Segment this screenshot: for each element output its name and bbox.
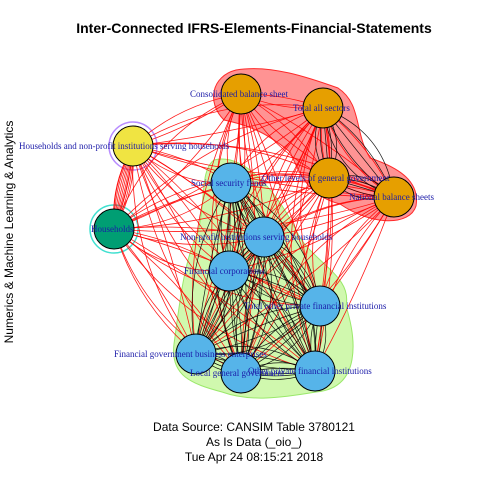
edge-red bbox=[192, 93, 242, 355]
edge-red bbox=[240, 93, 321, 307]
edge-red bbox=[132, 145, 316, 372]
edge-red bbox=[132, 145, 321, 307]
node-label-tas: Total all sectors bbox=[293, 103, 350, 113]
edge-red bbox=[113, 228, 316, 372]
edge-red bbox=[113, 228, 321, 307]
edge-red bbox=[240, 177, 330, 374]
edge-red bbox=[211, 93, 242, 374]
edge-red bbox=[113, 93, 242, 230]
caption-timestamp: Tue Apr 24 08:15:21 2018 bbox=[184, 450, 324, 464]
node-labels: Consolidated balance sheet Total all sect… bbox=[19, 89, 434, 378]
edge-red bbox=[132, 143, 395, 198]
node-label-hh: Households bbox=[91, 224, 134, 234]
edge-red bbox=[314, 196, 395, 372]
node-olg bbox=[308, 157, 350, 199]
node-top bbox=[299, 285, 341, 327]
edge-black bbox=[230, 182, 316, 372]
caption-source: Data Source: CANSIM Table 3780121 bbox=[153, 420, 355, 434]
edge-black bbox=[230, 182, 316, 372]
edge-red bbox=[314, 196, 395, 372]
node-hh bbox=[93, 208, 135, 250]
node-lgg bbox=[220, 352, 262, 394]
node-label-cbs: Consolidated balance sheet bbox=[190, 89, 288, 99]
node-label-opf: Other private financial institutions bbox=[248, 366, 372, 376]
edge-red bbox=[132, 145, 242, 374]
caption: Data Source: CANSIM Table 3780121 As Is … bbox=[0, 420, 480, 465]
node-label-lgg: Local general government bbox=[190, 368, 285, 378]
edge-red bbox=[195, 177, 330, 355]
node-fgbe bbox=[175, 333, 217, 375]
node-label-top: Total other private financial institutio… bbox=[244, 301, 387, 311]
node-npi bbox=[243, 216, 285, 258]
node-label-olg: Other levels of general government bbox=[262, 173, 390, 183]
node-opf bbox=[294, 350, 336, 392]
node-tas bbox=[302, 87, 344, 129]
edge-red bbox=[314, 107, 333, 372]
edge-red bbox=[195, 177, 330, 355]
edge-black bbox=[230, 182, 316, 372]
node-label-fgbe: Financial government business enterprise… bbox=[114, 349, 267, 359]
graph-nodes bbox=[93, 73, 415, 394]
edge-red bbox=[228, 196, 395, 272]
caption-data-note: As Is Data (_oio_) bbox=[205, 435, 303, 449]
node-nbs bbox=[373, 176, 415, 218]
node-label-ssf: Social security funds bbox=[191, 178, 267, 188]
edge-red bbox=[113, 107, 324, 230]
edge-red bbox=[132, 145, 197, 355]
edge-red bbox=[240, 196, 395, 374]
edge-red bbox=[132, 145, 395, 198]
edge-black bbox=[230, 182, 261, 374]
page-title: Inter-Connected IFRS-Elements-Financial-… bbox=[76, 20, 432, 36]
node-label-hnp: Households and non-profit institutions s… bbox=[19, 141, 230, 151]
edge-red bbox=[240, 177, 330, 374]
edge-red bbox=[314, 177, 330, 372]
node-label-fc: Financial corporations bbox=[184, 266, 265, 276]
edge-red bbox=[132, 104, 324, 147]
edge-red bbox=[228, 196, 395, 272]
node-label-nbs: National balance sheets bbox=[349, 192, 434, 202]
edge-black bbox=[230, 182, 316, 372]
node-cbs bbox=[220, 73, 262, 115]
edge-black bbox=[191, 182, 232, 355]
edge-red bbox=[113, 228, 242, 374]
node-label-npi: Non-profit institutions serving househol… bbox=[180, 232, 333, 242]
node-fc bbox=[208, 250, 250, 292]
edge-red bbox=[132, 142, 330, 179]
edge-red bbox=[240, 93, 395, 198]
node-hnp bbox=[112, 125, 154, 167]
node-ssf bbox=[210, 162, 252, 204]
